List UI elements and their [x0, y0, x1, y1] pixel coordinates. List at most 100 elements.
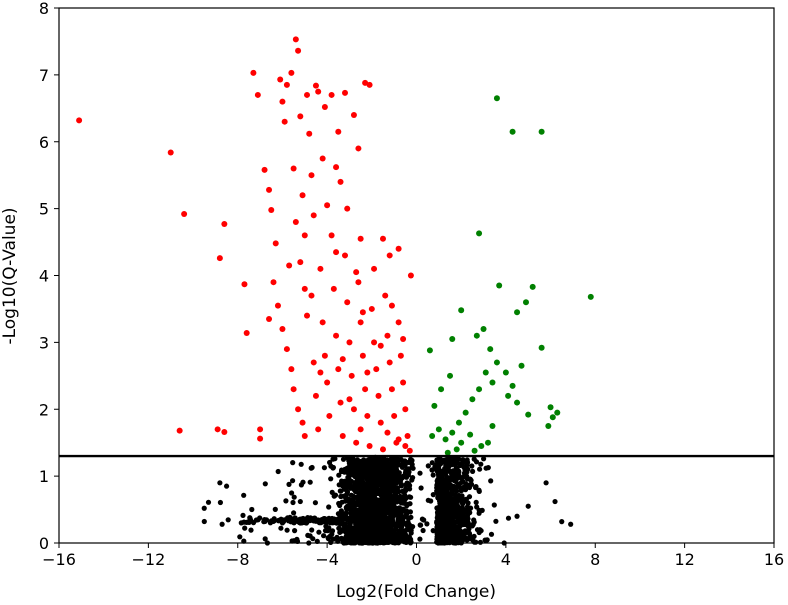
data-point-downregulated — [243, 330, 250, 337]
data-point-nonsignificant — [290, 499, 296, 506]
data-point-nonsignificant — [351, 487, 357, 493]
data-point-nonsignificant — [443, 512, 450, 519]
data-point-downregulated — [295, 47, 302, 54]
data-point-nonsignificant — [460, 479, 466, 485]
data-point-nonsignificant — [241, 492, 247, 498]
data-point-downregulated — [324, 202, 331, 209]
data-point-nonsignificant — [378, 490, 384, 496]
data-point-nonsignificant — [262, 481, 268, 487]
data-point-nonsignificant — [349, 516, 355, 523]
data-point-nonsignificant — [399, 532, 405, 538]
data-point-nonsignificant — [255, 517, 261, 523]
data-point-downregulated — [328, 232, 335, 239]
data-point-nonsignificant — [334, 520, 340, 526]
data-point-upregulated — [509, 382, 516, 389]
data-point-nonsignificant — [369, 524, 375, 530]
data-point-nonsignificant — [483, 465, 489, 471]
data-point-downregulated — [359, 309, 366, 316]
data-point-nonsignificant — [326, 525, 332, 531]
data-point-nonsignificant — [217, 499, 223, 506]
data-point-downregulated — [76, 117, 83, 124]
data-point-nonsignificant — [443, 462, 449, 468]
data-point-nonsignificant — [398, 481, 404, 487]
data-point-nonsignificant — [467, 533, 473, 540]
data-point-nonsignificant — [442, 492, 448, 499]
data-point-downregulated — [377, 342, 384, 349]
data-point-nonsignificant — [418, 522, 424, 528]
data-point-downregulated — [355, 279, 362, 286]
data-point-downregulated — [301, 433, 308, 439]
data-point-downregulated — [317, 369, 324, 376]
data-point-nonsignificant — [291, 494, 297, 500]
data-point-nonsignificant — [441, 522, 447, 528]
data-point-downregulated — [388, 386, 395, 393]
x-tick-label: 12 — [674, 550, 694, 569]
data-point-nonsignificant — [348, 529, 354, 536]
data-point-nonsignificant — [325, 516, 331, 522]
data-point-nonsignificant — [309, 527, 315, 533]
data-point-nonsignificant — [400, 473, 406, 479]
data-point-nonsignificant — [435, 459, 441, 465]
data-point-nonsignificant — [465, 523, 471, 529]
data-point-downregulated — [335, 128, 342, 135]
data-point-nonsignificant — [358, 491, 364, 497]
data-point-downregulated — [342, 89, 348, 96]
x-tick-label: 4 — [501, 550, 511, 569]
data-point-nonsignificant — [440, 478, 446, 484]
data-point-nonsignificant — [405, 501, 411, 507]
data-point-nonsignificant — [355, 526, 362, 532]
data-point-downregulated — [304, 91, 311, 98]
data-point-nonsignificant — [493, 518, 499, 524]
data-point-nonsignificant — [240, 512, 246, 519]
y-tick-label: 0 — [39, 534, 49, 553]
data-point-downregulated — [317, 265, 324, 272]
data-point-downregulated — [346, 396, 353, 403]
data-point-nonsignificant — [372, 496, 378, 502]
data-point-downregulated — [344, 205, 351, 212]
data-point-upregulated — [482, 369, 489, 376]
data-point-downregulated — [395, 319, 402, 326]
data-point-nonsignificant — [344, 517, 350, 523]
data-point-upregulated — [525, 411, 532, 418]
data-point-nonsignificant — [373, 473, 379, 479]
data-point-nonsignificant — [249, 506, 255, 513]
data-point-nonsignificant — [396, 519, 402, 526]
data-point-nonsignificant — [373, 485, 379, 491]
data-point-nonsignificant — [459, 487, 465, 493]
data-point-upregulated — [480, 326, 487, 332]
data-point-nonsignificant — [445, 485, 451, 492]
data-point-nonsignificant — [394, 478, 400, 484]
data-point-downregulated — [364, 412, 371, 419]
data-point-nonsignificant — [340, 483, 346, 489]
data-point-nonsignificant — [314, 538, 320, 545]
data-point-downregulated — [355, 145, 362, 152]
y-tick-label: 6 — [39, 133, 49, 152]
data-point-downregulated — [288, 366, 295, 373]
data-point-nonsignificant — [400, 516, 406, 523]
data-point-downregulated — [221, 428, 228, 435]
data-point-downregulated — [290, 386, 297, 393]
x-tick-label: 8 — [590, 550, 600, 569]
data-point-nonsignificant — [392, 474, 398, 480]
data-point-nonsignificant — [559, 519, 565, 525]
data-point-nonsignificant — [430, 492, 436, 498]
data-point-downregulated — [315, 88, 322, 95]
data-point-upregulated — [547, 404, 554, 411]
data-point-nonsignificant — [294, 538, 301, 545]
data-point-nonsignificant — [306, 540, 312, 546]
data-point-nonsignificant — [514, 513, 520, 519]
data-point-nonsignificant — [417, 536, 423, 542]
data-point-downregulated — [266, 315, 273, 322]
data-point-downregulated — [335, 366, 342, 373]
data-point-downregulated — [274, 302, 281, 309]
data-point-downregulated — [167, 149, 174, 156]
data-point-nonsignificant — [330, 517, 336, 524]
data-point-nonsignificant — [275, 468, 281, 475]
data-point-upregulated — [458, 439, 465, 446]
data-point-nonsignificant — [288, 517, 294, 523]
data-point-nonsignificant — [298, 482, 304, 488]
data-point-nonsignificant — [462, 487, 469, 493]
data-point-nonsignificant — [284, 527, 290, 533]
data-point-nonsignificant — [340, 514, 346, 520]
data-point-upregulated — [549, 414, 556, 421]
